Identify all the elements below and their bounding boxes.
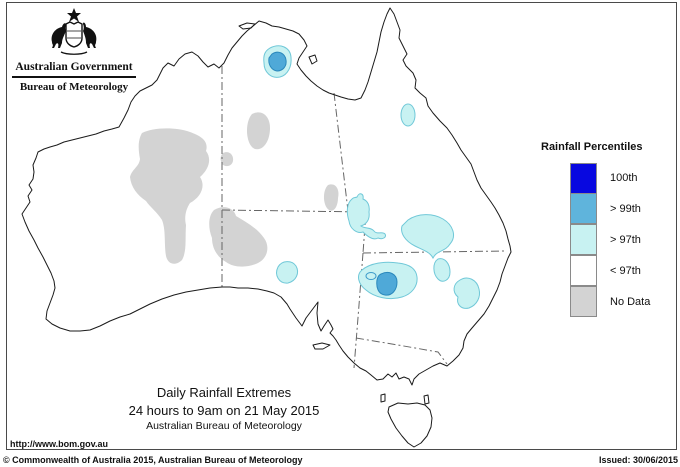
legend: Rainfall Percentiles 100th > 99th > 97th… [541,141,676,318]
patch-97th-nsw-mini-oval [365,272,377,280]
bom-url-label: http://www.bom.gov.au [10,439,108,449]
legend-rows: 100th > 99th > 97th < 97th No Data [570,163,676,318]
border-nsw-vic [355,337,448,365]
legend-swatch-lt97th [570,255,597,286]
no-data-patch-corner [323,184,339,211]
rainfall-patches [263,45,480,309]
legend-swatch-gt97th [570,224,597,255]
map-title: Daily Rainfall Extremes [156,385,292,400]
patch-99th-top-end-core [268,51,287,72]
no-data-patch-border-nub [220,152,234,167]
patch-97th-sa-oval [276,261,299,284]
legend-item-gt97th: > 97th [570,224,676,256]
legend-swatch-no-data [570,286,597,317]
legend-item-gt99th: > 99th [570,193,676,225]
legend-label-lt97th: < 97th [610,265,641,277]
border-26s [221,209,367,213]
legend-swatch-gt99th [570,193,597,224]
header-divider [12,76,136,78]
groote-island [308,54,318,65]
patch-97th-ne-nsw [453,277,480,309]
mainland-outline [21,7,512,386]
tasmania-outline [387,402,433,448]
copyright-label: © Commonwealth of Australia 2015, Austra… [3,455,303,465]
kangaroo-island [312,342,331,350]
legend-item-100th: 100th [570,163,676,194]
legend-label-gt99th: > 99th [610,203,641,215]
government-label: Australian Government [15,61,133,73]
issued-date-label: Issued: 30/06/2015 [598,455,678,465]
flinders-island [423,394,430,405]
legend-label-gt97th: > 97th [610,234,641,246]
no-data-patches [130,112,339,267]
patch-97th-sw-qld [401,214,454,260]
patch-97th-qld-small [433,258,451,282]
patch-97th-corner-boot [346,193,386,240]
no-data-patch-wa-sa [209,207,268,267]
legend-swatch-100th [570,163,597,194]
legend-label-no-data: No Data [610,296,651,308]
legend-label-100th: 100th [610,172,638,184]
no-data-patch-wa-large [130,128,210,264]
map-subtitle-agency: Australian Bureau of Meteorology [146,420,302,432]
map-subtitle-period: 24 hours to 9am on 21 May 2015 [128,403,320,418]
patch-99th-nsw-core [376,271,398,296]
melville-island [238,22,256,30]
coat-of-arms-icon [51,8,97,55]
map-frame-border [6,2,677,450]
bureau-label: Bureau of Meteorology [19,81,129,93]
government-header: Australian Government Bureau of Meteorol… [12,7,136,93]
legend-title: Rainfall Percentiles [541,141,643,153]
coastline [21,7,512,448]
border-nt-qld [333,92,349,212]
legend-item-lt97th: < 97th [570,255,676,287]
patch-97th-nq-oval [400,103,416,127]
no-data-patch-wa-north [246,112,270,150]
legend-item-no-data: No Data [570,286,676,318]
king-island [380,393,386,403]
map-title-block: Daily Rainfall Extremes 24 hours to 9am … [64,385,384,432]
